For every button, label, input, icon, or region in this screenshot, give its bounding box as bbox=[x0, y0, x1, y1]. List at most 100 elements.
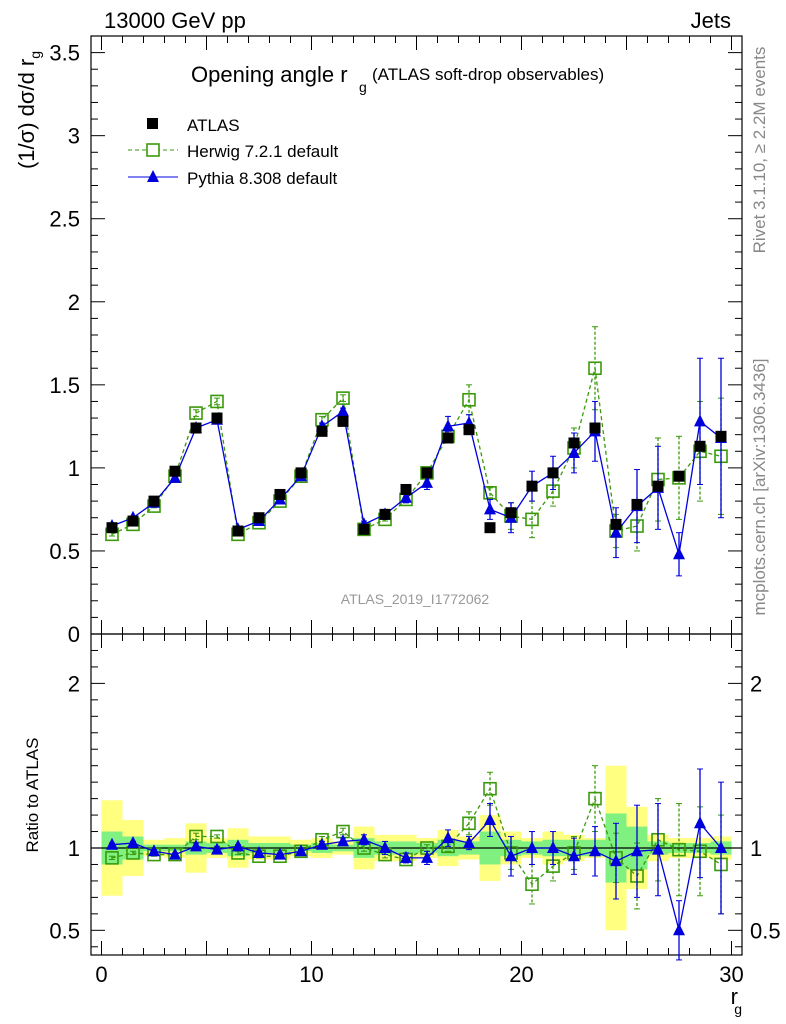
legend-marker-pythia bbox=[147, 170, 159, 182]
y-tick-label: 1.5 bbox=[49, 373, 80, 398]
y-tick-label: 0 bbox=[68, 622, 80, 647]
ratio-point-herwig bbox=[588, 791, 602, 806]
main-point-pythia bbox=[610, 525, 622, 538]
ratio-point-pythia bbox=[505, 849, 517, 862]
y-tick-label: 0.5 bbox=[49, 539, 80, 564]
main-point-atlas bbox=[106, 522, 118, 534]
ratio-y-tick-label: 1 bbox=[68, 836, 80, 861]
ratio-point-pythia bbox=[715, 841, 727, 853]
ratio-y-tick-label: 0.5 bbox=[750, 918, 781, 943]
main-point-pythia bbox=[568, 445, 580, 458]
y-tick-label: 3.5 bbox=[49, 41, 80, 66]
ratio-y-axis-label: Ratio to ATLAS bbox=[23, 738, 42, 853]
ratio-y-tick-label: 2 bbox=[68, 671, 80, 696]
main-point-pythia bbox=[169, 470, 181, 483]
ratio-point-pythia bbox=[421, 850, 433, 863]
main-point-atlas bbox=[169, 465, 181, 477]
ratio-point-herwig bbox=[525, 877, 539, 892]
main-point-herwig bbox=[462, 392, 476, 407]
ratio-point-pythia bbox=[694, 816, 706, 829]
x-tick-label: 0 bbox=[95, 962, 107, 987]
main-point-atlas bbox=[337, 415, 349, 427]
main-point-pythia bbox=[442, 419, 454, 432]
ratio-point-pythia bbox=[127, 836, 139, 849]
ratio-point-pythia bbox=[232, 839, 244, 852]
main-point-atlas bbox=[421, 467, 433, 479]
watermark-label: ATLAS_2019_I1772062 bbox=[341, 591, 490, 607]
main-point-atlas bbox=[547, 467, 559, 479]
ratio-point-pythia bbox=[253, 845, 265, 858]
chart-title-suffix: (ATLAS soft-drop observables) bbox=[372, 65, 604, 84]
ratio-point-pythia bbox=[652, 842, 664, 855]
main-point-herwig bbox=[588, 361, 602, 376]
main-point-atlas bbox=[127, 515, 139, 527]
main-point-atlas bbox=[274, 488, 286, 500]
ratio-line-herwig bbox=[111, 787, 722, 886]
main-point-atlas bbox=[253, 512, 265, 524]
main-point-atlas bbox=[526, 480, 538, 492]
y-tick-label: 2 bbox=[68, 290, 80, 315]
y-tick-label: 3 bbox=[68, 124, 80, 149]
ratio-point-pythia bbox=[106, 837, 118, 850]
chart-title-sub: g bbox=[359, 79, 367, 95]
main-point-atlas bbox=[379, 508, 391, 520]
ratio-point-pythia bbox=[484, 813, 496, 826]
ratio-point-pythia bbox=[274, 847, 286, 860]
ratio-point-pythia bbox=[463, 836, 475, 849]
ratio-point-pythia bbox=[673, 923, 685, 936]
ratio-point-pythia bbox=[337, 834, 349, 847]
main-point-pythia bbox=[421, 475, 433, 488]
main-point-atlas bbox=[484, 522, 496, 534]
main-point-pythia bbox=[484, 502, 496, 515]
ratio-point-herwig bbox=[672, 842, 686, 857]
chart-title: Opening angle r bbox=[191, 62, 348, 87]
main-point-herwig bbox=[189, 406, 203, 420]
main-point-pythia bbox=[337, 404, 349, 417]
x-tick-label: 30 bbox=[719, 962, 743, 987]
main-point-atlas bbox=[631, 498, 643, 510]
main-point-atlas bbox=[358, 523, 370, 535]
main-point-atlas bbox=[295, 467, 307, 479]
ratio-point-pythia bbox=[631, 844, 643, 857]
ratio-point-pythia bbox=[442, 831, 454, 844]
ratio-y-tick-label: 1 bbox=[750, 836, 762, 861]
ratio-point-pythia bbox=[526, 841, 538, 853]
main-point-atlas bbox=[694, 440, 706, 452]
main-point-atlas bbox=[190, 422, 202, 434]
ratio-point-pythia bbox=[589, 844, 601, 857]
main-point-atlas bbox=[232, 525, 244, 537]
main-point-atlas bbox=[505, 507, 517, 519]
main-line-herwig bbox=[111, 368, 722, 536]
ratio-point-herwig bbox=[462, 816, 476, 831]
main-line-pythia bbox=[111, 410, 722, 555]
main-point-pythia bbox=[673, 547, 685, 560]
main-point-atlas bbox=[316, 425, 328, 437]
ratio-point-pythia bbox=[169, 847, 181, 860]
y-axis-label: (1/σ) dσ/d rg bbox=[14, 51, 43, 169]
main-point-atlas bbox=[715, 430, 727, 442]
legend-marker-herwig bbox=[146, 143, 160, 157]
x-axis-label-sub: g bbox=[734, 1001, 742, 1017]
legend-marker-atlas bbox=[147, 118, 158, 129]
main-point-atlas bbox=[400, 483, 412, 495]
legend-label-pythia: Pythia 8.308 default bbox=[187, 169, 338, 188]
main-point-atlas bbox=[211, 412, 223, 424]
main-point-atlas bbox=[673, 470, 685, 482]
main-point-atlas bbox=[589, 422, 601, 434]
header-left-label: 13000 GeV pp bbox=[104, 8, 246, 33]
header-right-label: Jets bbox=[690, 8, 731, 33]
ratio-point-pythia bbox=[295, 844, 307, 857]
y-tick-label: 2.5 bbox=[49, 207, 80, 232]
main-point-atlas bbox=[148, 495, 160, 507]
ratio-point-pythia bbox=[211, 842, 223, 855]
ratio-point-herwig bbox=[210, 829, 224, 844]
main-point-atlas bbox=[568, 437, 580, 449]
legend-label-herwig: Herwig 7.2.1 default bbox=[187, 142, 338, 161]
ratio-point-pythia bbox=[148, 844, 160, 857]
legend-label-atlas: ATLAS bbox=[187, 116, 240, 135]
x-tick-label: 10 bbox=[299, 962, 323, 987]
main-point-herwig bbox=[336, 391, 350, 405]
main-point-atlas bbox=[610, 518, 622, 530]
ratio-point-herwig bbox=[483, 781, 497, 796]
